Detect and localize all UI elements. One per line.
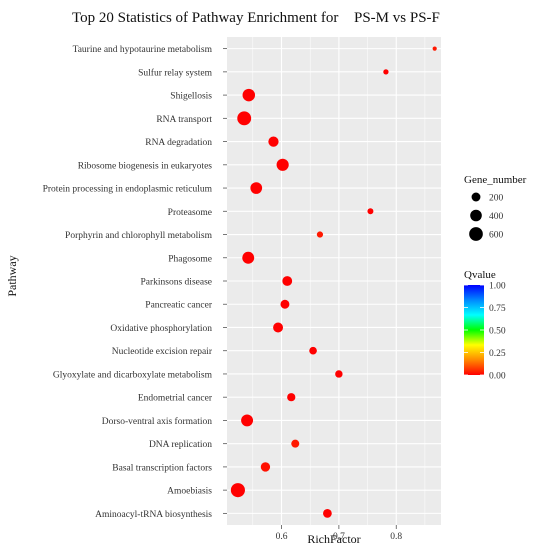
color-legend-label: 0.00	[489, 372, 506, 382]
x-tick-labels: 0.6 0.7 0.8	[276, 525, 402, 542]
y-tick-label: Pancreatic cancer	[145, 301, 213, 311]
y-tick-label: Glyoxylate and dicarboxylate metabolism	[53, 370, 213, 380]
y-tick-label: RNA transport	[156, 115, 212, 125]
y-tick-label: Phagosome	[168, 254, 212, 264]
x-tick-label: 0.6	[276, 532, 288, 542]
data-points	[230, 46, 437, 518]
y-tick-label: Porphyrin and chlorophyll metabolism	[65, 231, 213, 241]
y-tick-label: Amoebiasis	[167, 487, 212, 497]
y-tick-label: Oxidative phosphorylation	[110, 324, 212, 334]
x-tick-label: 0.7	[333, 532, 345, 542]
y-tick-label: Endometrial cancer	[138, 394, 213, 404]
y-tick-label: Aminoacyl-tRNA biosynthesis	[95, 510, 212, 520]
data-point	[291, 439, 300, 448]
data-point	[282, 276, 293, 286]
data-point	[432, 46, 437, 51]
size-legend-dot	[470, 209, 482, 222]
size-legend-title: Gene_number	[464, 174, 527, 186]
color-legend-label: 0.25	[489, 349, 506, 359]
y-tick-label: Protein processing in endoplasmic reticu…	[43, 185, 213, 195]
y-axis-title: Pathway	[5, 255, 19, 296]
color-legend-label: 1.00	[489, 282, 506, 292]
grid-lines	[227, 37, 441, 525]
y-tick-label: Shigellosis	[170, 92, 212, 102]
color-legend-title: Qvalue	[464, 269, 496, 281]
qvalue-color-bar	[464, 285, 484, 375]
y-tick-label: Taurine and hypotaurine metabolism	[73, 45, 213, 55]
y-tick-label: Nucleotide excision repair	[112, 347, 213, 357]
size-legend-dot	[469, 227, 483, 241]
data-point	[276, 158, 289, 171]
y-tick-label: Basal transcription factors	[112, 462, 212, 473]
data-point	[316, 231, 324, 238]
data-point	[242, 251, 255, 264]
y-tick-label: Parkinsons disease	[140, 278, 212, 288]
size-legend-label: 400	[489, 212, 504, 222]
data-point	[367, 208, 374, 215]
data-point	[241, 414, 254, 427]
x-axis-title: RichFactor	[307, 532, 360, 546]
data-point	[250, 182, 263, 194]
data-point	[335, 370, 343, 378]
data-point	[237, 111, 252, 126]
y-tick-label: Proteasome	[168, 208, 212, 218]
y-tick-label: Sulfur relay system	[138, 67, 212, 78]
size-legend-dot	[471, 192, 481, 202]
y-tick-label: DNA replication	[149, 440, 212, 450]
y-tick-label: Ribosome biogenesis in eukaryotes	[78, 161, 213, 171]
size-legend-label: 200	[489, 194, 504, 204]
data-point	[260, 462, 271, 472]
color-legend-label: 0.50	[489, 327, 506, 337]
color-legend-label: 0.75	[489, 304, 506, 314]
data-point	[323, 509, 332, 518]
data-point	[273, 322, 284, 333]
data-point	[383, 69, 389, 75]
y-tick-label: RNA degradation	[145, 138, 212, 148]
data-point	[280, 299, 290, 309]
y-tick-labels: Taurine and hypotaurine metabolism Sulfur…	[43, 45, 227, 520]
size-legend-label: 600	[489, 231, 504, 241]
chart-title: Top 20 Statistics of Pathway Enrichment …	[72, 10, 338, 26]
y-tick-label: Dorso-ventral axis formation	[102, 416, 213, 427]
data-point	[309, 346, 317, 355]
chart-subtitle: PS-M vs PS-F	[354, 10, 440, 26]
x-tick-label: 0.8	[390, 532, 402, 542]
data-point	[242, 88, 256, 102]
data-point	[230, 483, 245, 498]
color-legend: Qvalue 1.00 0.75 0.50 0.25 0.00	[464, 269, 506, 382]
data-point	[268, 136, 279, 147]
data-point	[287, 393, 296, 402]
size-legend: Gene_number 200 400 600	[464, 174, 527, 241]
